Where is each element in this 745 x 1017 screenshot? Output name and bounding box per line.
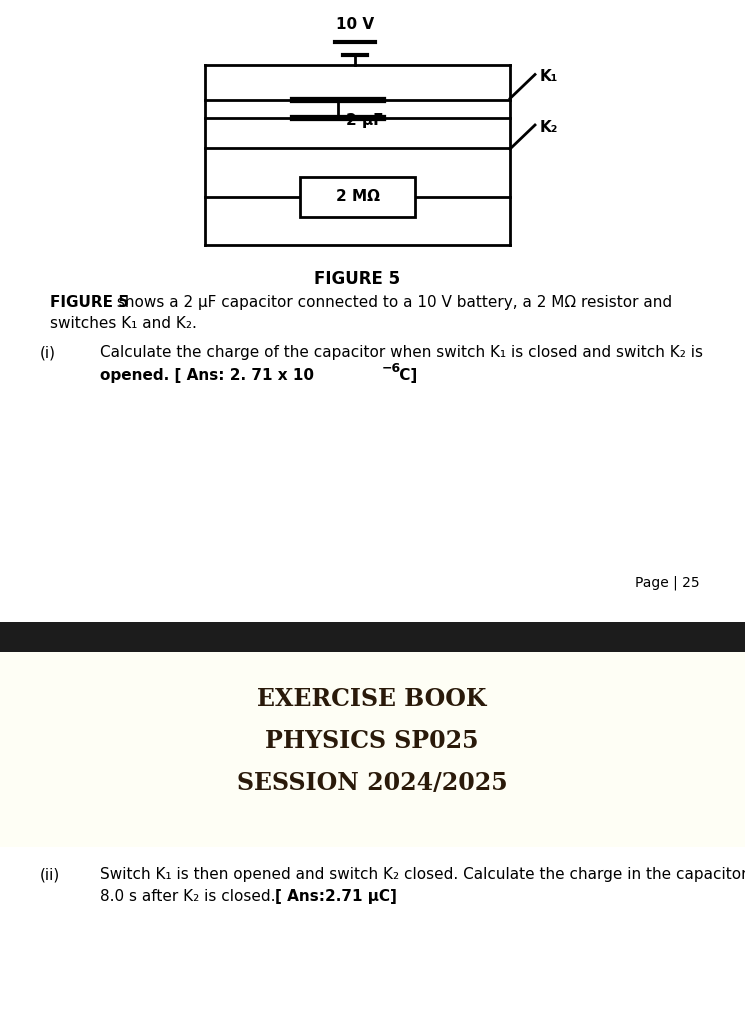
- Text: FIGURE 5: FIGURE 5: [50, 295, 129, 310]
- Text: Calculate the charge of the capacitor when switch K₁ is closed and switch K₂ is: Calculate the charge of the capacitor wh…: [100, 345, 703, 360]
- Text: switches K₁ and K₂.: switches K₁ and K₂.: [50, 316, 197, 331]
- Bar: [0, 652, 745, 847]
- Text: Page | 25: Page | 25: [635, 575, 700, 590]
- Bar: [0, 622, 745, 652]
- Text: C]: C]: [394, 368, 417, 383]
- Text: K₂: K₂: [540, 120, 558, 134]
- Text: 2 μF: 2 μF: [346, 114, 383, 128]
- Text: EXERCISE BOOK: EXERCISE BOOK: [257, 687, 486, 711]
- Text: K₁: K₁: [540, 69, 558, 84]
- Text: [ Ans:2.71 μC]: [ Ans:2.71 μC]: [275, 889, 397, 904]
- Text: −6: −6: [382, 362, 401, 375]
- Text: SESSION 2024/2025: SESSION 2024/2025: [237, 771, 507, 795]
- Text: shows a 2 μF capacitor connected to a 10 V battery, a 2 MΩ resistor and: shows a 2 μF capacitor connected to a 10…: [112, 295, 672, 310]
- Text: PHYSICS SP025: PHYSICS SP025: [265, 729, 479, 753]
- Text: 10 V: 10 V: [336, 17, 374, 32]
- Bar: [300, 177, 415, 217]
- Text: (i): (i): [40, 345, 56, 360]
- Text: opened. [ Ans: 2. 71 x 10: opened. [ Ans: 2. 71 x 10: [100, 368, 314, 383]
- Text: 8.0 s after K₂ is closed.: 8.0 s after K₂ is closed.: [100, 889, 280, 904]
- Text: FIGURE 5: FIGURE 5: [314, 270, 401, 288]
- Text: (ii): (ii): [40, 868, 60, 882]
- Text: 2 MΩ: 2 MΩ: [335, 189, 379, 204]
- Text: Switch K₁ is then opened and switch K₂ closed. Calculate the charge in the capac: Switch K₁ is then opened and switch K₂ c…: [100, 868, 745, 882]
